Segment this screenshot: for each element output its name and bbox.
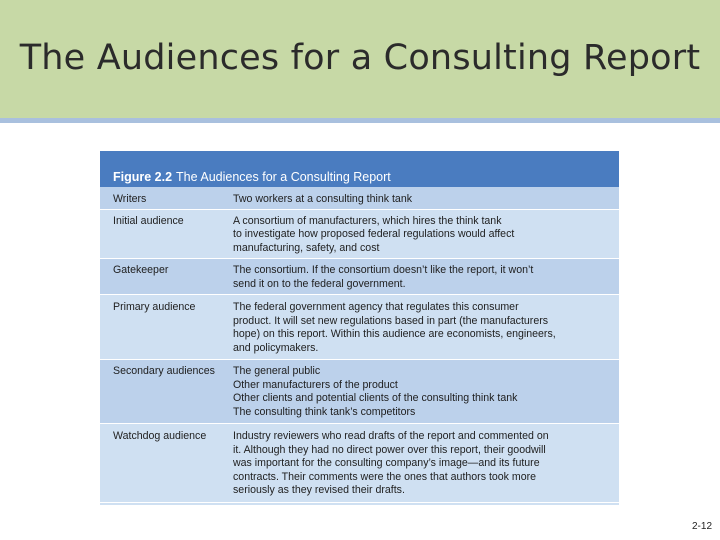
description-line: hope) on this report. Within this audien… <box>233 328 556 340</box>
row-label: Secondary audiences <box>113 365 215 377</box>
description-line: contracts. Their comments were the ones … <box>233 470 537 483</box>
figure-caption: The Audiences for a Consulting Report <box>176 170 391 184</box>
description-line: send it on to the federal government. <box>233 277 406 290</box>
description-line: product. It will set new regulations bas… <box>233 314 549 327</box>
description-line: The consulting think tank’s competitors <box>233 405 416 418</box>
row-label: Watchdog audience <box>113 430 207 442</box>
page-number: 2-12 <box>691 521 712 532</box>
description-line: The federal government agency that regul… <box>233 301 519 313</box>
description-line: it. Although they had no direct power ov… <box>233 443 546 456</box>
description-line: to investigate how proposed federal regu… <box>233 228 515 240</box>
table-row: Initial audience A consortium of manufact… <box>100 210 619 259</box>
table-row: Secondary audiences The general public Oth… <box>100 360 619 424</box>
row-description: The general public Other manufacturers of… <box>233 365 619 419</box>
description-line: Other clients and potential clients of t… <box>233 392 518 404</box>
figure-label: Figure 2.2 <box>113 170 173 184</box>
row-label: Initial audience <box>113 214 184 227</box>
table-row: Writers Two workers at a consulting think… <box>100 187 619 210</box>
description-line: manufacturing, safety, and cost <box>233 241 380 254</box>
title-banner <box>0 0 720 118</box>
description-line: The consortium. If the consortium doesn’… <box>233 264 534 276</box>
row-label: Gatekeeper <box>113 264 169 276</box>
table-row: Watchdog audience Industry reviewers who … <box>100 424 619 503</box>
row-description: Two workers at a consulting think tank <box>233 193 619 207</box>
row-description: The consortium. If the consortium doesn’… <box>233 264 619 291</box>
description-line: Industry reviewers who read drafts of th… <box>233 430 549 442</box>
description-line: The general public <box>233 365 321 377</box>
row-description: The federal government agency that regul… <box>233 301 619 355</box>
row-label: Primary audience <box>113 301 196 313</box>
audience-figure: Figure 2.2 The Audiences for a Consulting… <box>100 151 619 505</box>
description-line: was important for the consulting company… <box>233 457 540 469</box>
title-divider <box>0 118 720 123</box>
description-line: Two workers at a consulting think tank <box>233 193 413 205</box>
row-label: Writers <box>113 193 147 205</box>
row-description: Industry reviewers who read drafts of th… <box>233 430 619 498</box>
row-description: A consortium of manufacturers, which hir… <box>233 215 619 256</box>
description-line: A consortium of manufacturers, which hir… <box>233 214 502 227</box>
table-row: Gatekeeper The consortium. If the consort… <box>100 259 619 295</box>
description-line: Other manufacturers of the product <box>233 378 398 391</box>
description-line: and policymakers. <box>233 341 319 354</box>
figure-caption-bar: Figure 2.2 The Audiences for a Consulting… <box>100 151 619 187</box>
slide-title: The Audiences for a Consulting Report <box>19 38 701 78</box>
description-line: seriously as they revised their drafts. <box>233 484 405 496</box>
audience-table: Writers Two workers at a consulting think… <box>100 187 619 503</box>
table-row: Primary audience The federal government a… <box>100 295 619 360</box>
